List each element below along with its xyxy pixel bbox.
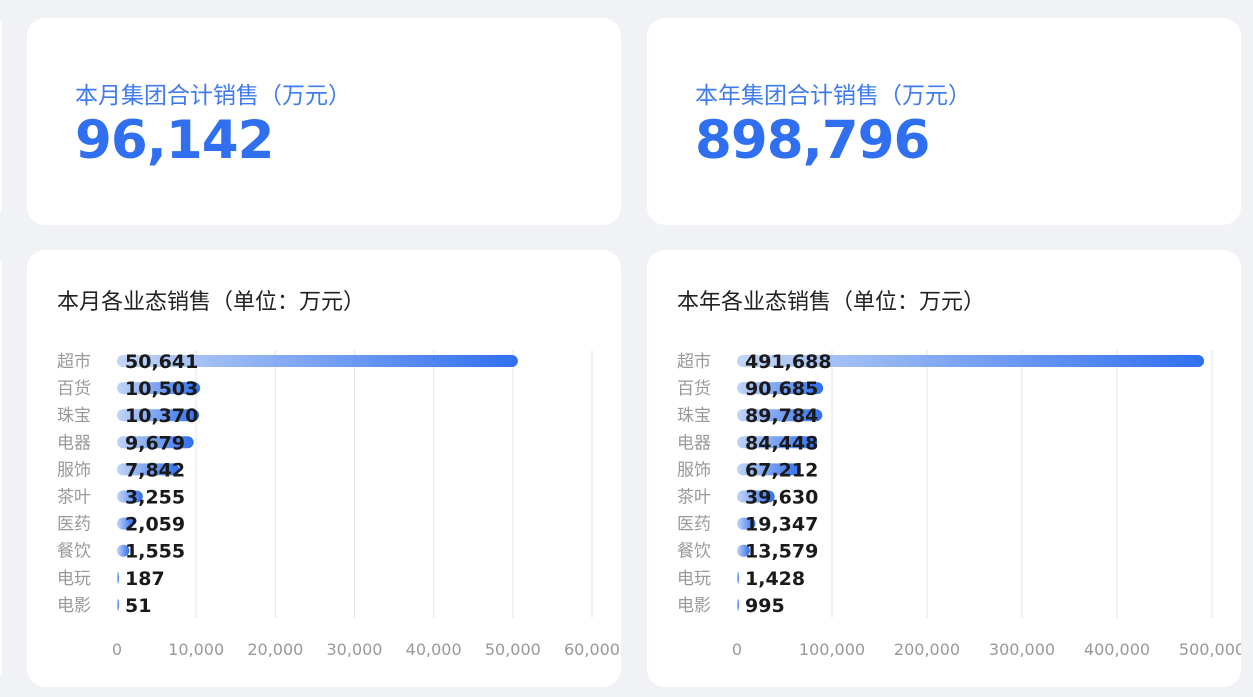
bar <box>737 355 1205 367</box>
x-tick-label: 200,000 <box>894 640 960 659</box>
kpi-card-month: 本月集团合计销售（万元） 96,142 <box>27 18 621 225</box>
category-label: 茶叶 <box>57 488 91 508</box>
data-label: 9,679 <box>125 432 185 454</box>
bar <box>737 571 739 584</box>
data-label: 50,641 <box>125 351 198 373</box>
data-label: 10,503 <box>125 378 198 400</box>
bar <box>737 436 818 449</box>
category-label: 超市 <box>677 352 711 372</box>
kpi-title-month: 本月集团合计销售（万元） <box>75 83 351 109</box>
data-label: 10,370 <box>125 405 198 427</box>
bar <box>737 517 756 530</box>
x-tick-label: 400,000 <box>1084 640 1150 659</box>
bar-chart-month: 0 10,000 20,000 30,000 40,000 50,000 60,000 超市 5… <box>57 350 620 659</box>
data-label: 1,555 <box>125 541 185 563</box>
data-label: 51 <box>125 595 151 617</box>
category-label: 电影 <box>677 596 711 616</box>
data-label: 1,428 <box>745 568 805 590</box>
chart-title-month: 本月各业态销售（单位：万元） <box>57 290 366 315</box>
bar <box>737 409 823 422</box>
data-label: 13,579 <box>745 541 818 563</box>
category-label: 百货 <box>677 379 711 399</box>
category-label: 医药 <box>57 515 91 535</box>
data-label: 84,448 <box>745 432 818 454</box>
data-label: 39,630 <box>745 487 818 509</box>
data-label: 2,059 <box>125 514 185 536</box>
chart-title-year: 本年各业态销售（单位：万元） <box>677 290 986 315</box>
x-tick-label: 100,000 <box>799 640 865 659</box>
bar <box>117 598 119 611</box>
data-label: 491,688 <box>745 351 832 373</box>
category-label: 餐饮 <box>57 542 91 562</box>
category-label: 茶叶 <box>677 488 711 508</box>
data-label: 89,784 <box>745 405 818 427</box>
bar <box>737 490 775 503</box>
category-label: 餐饮 <box>677 542 711 562</box>
data-label: 7,842 <box>125 459 185 481</box>
category-label: 服饰 <box>677 460 711 480</box>
category-label: 百货 <box>57 379 91 399</box>
left-panel-edge-top <box>0 18 2 215</box>
kpi-title-year: 本年集团合计销售（万元） <box>695 83 971 109</box>
kpi-value-month: 96,142 <box>75 110 275 171</box>
x-tick-label: 300,000 <box>989 640 1055 659</box>
bar <box>737 382 824 395</box>
x-tick-label: 0 <box>732 640 742 659</box>
bar <box>117 544 130 557</box>
data-label: 19,347 <box>745 514 818 536</box>
x-tick-label: 10,000 <box>168 640 224 659</box>
bar <box>117 436 194 449</box>
category-label: 珠宝 <box>677 406 711 426</box>
category-label: 电玩 <box>57 569 91 589</box>
data-label: 90,685 <box>745 378 818 400</box>
data-label: 67,212 <box>745 459 818 481</box>
kpi-value-year: 898,796 <box>695 110 930 171</box>
x-tick-label: 30,000 <box>327 640 383 659</box>
category-label: 超市 <box>57 352 91 372</box>
x-tick-label: 60,000 <box>564 640 620 659</box>
bar <box>117 382 201 395</box>
x-tick-label: 0 <box>112 640 122 659</box>
kpi-card-year: 本年集团合计销售（万元） 898,796 <box>647 18 1241 225</box>
bar <box>117 355 518 367</box>
bar <box>737 598 739 611</box>
bar <box>117 490 143 503</box>
bar <box>117 409 200 422</box>
left-panel-edge-bottom <box>0 258 2 678</box>
data-label: 3,255 <box>125 487 185 509</box>
bar <box>117 463 180 476</box>
bar <box>117 517 134 530</box>
data-label: 995 <box>745 595 785 617</box>
data-label: 187 <box>125 568 165 590</box>
bar <box>737 463 801 476</box>
bar-chart-year: 0 100,000 200,000 300,000 400,000 500,000 超市 49… <box>677 350 1241 659</box>
category-label: 电玩 <box>677 569 711 589</box>
chart-card-year: 本年各业态销售（单位：万元） 0 100,000 200,000 300,000 400… <box>647 250 1241 687</box>
chart-card-month: 本月各业态销售（单位：万元） 0 10,000 20,000 30,000 40,000… <box>27 250 621 687</box>
category-label: 电器 <box>677 433 711 453</box>
category-label: 电影 <box>57 596 91 616</box>
category-label: 医药 <box>677 515 711 535</box>
category-label: 珠宝 <box>57 406 91 426</box>
bar <box>737 544 750 557</box>
x-tick-label: 40,000 <box>406 640 462 659</box>
category-label: 服饰 <box>57 460 91 480</box>
x-tick-label: 50,000 <box>485 640 541 659</box>
bar <box>117 571 119 584</box>
x-tick-label: 500,000 <box>1179 640 1241 659</box>
x-tick-label: 20,000 <box>247 640 303 659</box>
category-label: 电器 <box>57 433 91 453</box>
